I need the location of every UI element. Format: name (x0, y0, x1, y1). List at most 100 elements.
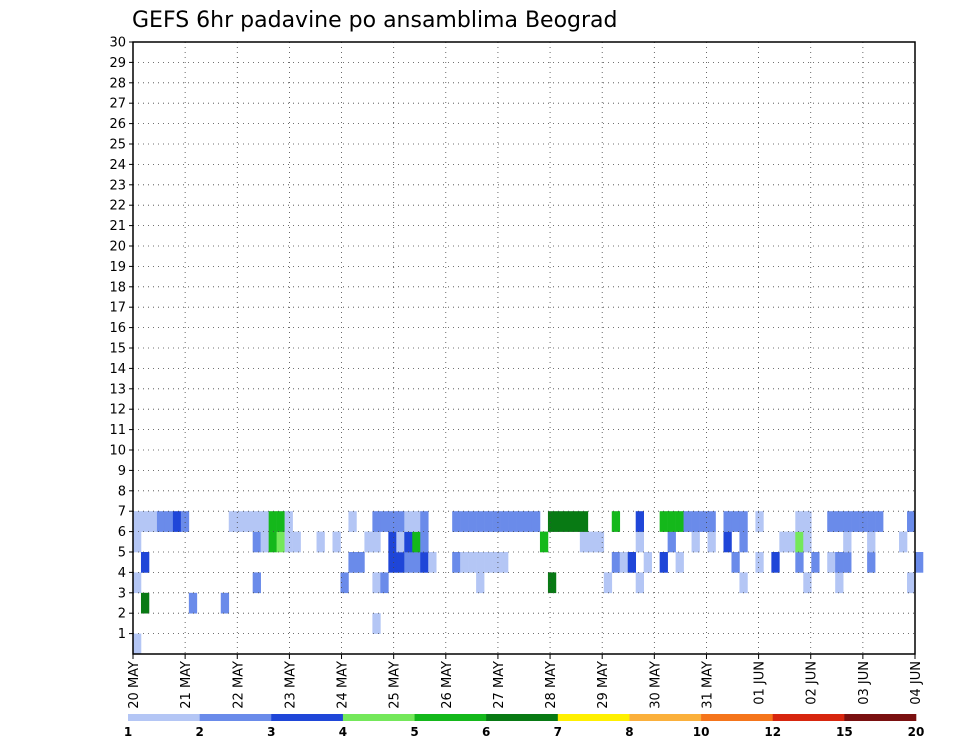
heatmap-cell (731, 552, 740, 573)
colorbar-label: 2 (195, 725, 203, 739)
heatmap-cell (380, 511, 389, 532)
heatmap-cell (683, 511, 692, 532)
colorbar-label: 6 (482, 725, 490, 739)
heatmap-cell (675, 552, 684, 573)
heatmap-cell (516, 511, 525, 532)
heatmap-cell (803, 531, 812, 553)
x-tick-label: 03 JUN (857, 661, 872, 705)
heatmap-cell (404, 531, 413, 553)
heatmap-cell (619, 552, 629, 573)
heatmap-cell (372, 613, 381, 634)
heatmap-cell (340, 572, 349, 594)
heatmap-cell (284, 511, 293, 532)
y-tick-label: 3 (118, 586, 126, 601)
colorbar-swatch (772, 714, 845, 721)
x-tick-label: 21 MAY (179, 661, 194, 709)
heatmap-cell (707, 531, 716, 553)
heatmap-cell (388, 511, 397, 532)
heatmap-cell (571, 511, 581, 532)
heatmap-cell (372, 531, 381, 553)
heatmap-cell (611, 552, 621, 573)
heatmap-cell (492, 552, 501, 573)
y-tick-label: 9 (118, 464, 126, 479)
y-tick-label: 30 (109, 36, 126, 51)
chart-title: GEFS 6hr padavine po ansamblima Beograd (132, 8, 618, 33)
heatmap-cell (332, 531, 341, 553)
heatmap-cell (276, 531, 285, 553)
y-tick-label: 12 (109, 403, 126, 418)
heatmap-cell (691, 531, 700, 553)
x-tick-label: 23 MAY (283, 661, 298, 709)
colorbar-label: 1 (124, 725, 132, 739)
heatmap-cell (428, 552, 437, 573)
heatmap-cell (827, 552, 836, 573)
heatmap-cell (412, 511, 421, 532)
heatmap-cell (867, 552, 876, 573)
heatmap-cell (667, 511, 676, 532)
heatmap-cell (579, 511, 589, 532)
heatmap-cell (348, 511, 357, 532)
y-tick-label: 14 (109, 362, 126, 377)
heatmap-cell (795, 511, 804, 532)
x-tick-label: 02 JUN (805, 661, 820, 705)
heatmap-cell (420, 531, 429, 553)
heatmap-cell (827, 511, 836, 532)
x-tick-label: 27 MAY (492, 661, 507, 709)
heatmap-cell (699, 511, 708, 532)
heatmap-cell (731, 511, 740, 532)
heatmap-cell (835, 572, 844, 594)
y-tick-label: 6 (118, 525, 126, 540)
heatmap-cell (835, 552, 844, 573)
heatmap-cell (843, 531, 852, 553)
heatmap-cell (867, 531, 876, 553)
heatmap-cell (484, 511, 493, 532)
y-tick-label: 13 (109, 382, 126, 397)
colorbar-legend: 1 2 3 4 5 6 7 8 10 12 15 20 (124, 714, 924, 739)
colorbar-label: 10 (693, 725, 710, 739)
y-tick-label: 22 (109, 199, 126, 214)
y-tick-label: 25 (109, 138, 126, 153)
x-tick-label: 31 MAY (700, 661, 715, 709)
heatmap-cell (539, 531, 549, 553)
heatmap-cell (875, 511, 884, 532)
heatmap-cell (484, 552, 493, 573)
heatmap-cell (779, 531, 788, 553)
heatmap-cell (635, 572, 644, 594)
heatmap-cell (364, 531, 373, 553)
heatmap-cell (372, 572, 381, 594)
heatmap-cell (579, 531, 589, 553)
heatmap-cell (380, 572, 389, 594)
heatmap-cell (508, 511, 517, 532)
x-tick-label: 20 MAY (127, 661, 142, 709)
heatmap-cell (739, 572, 748, 594)
heatmap-cell (372, 511, 381, 532)
colorbar-label: 3 (267, 725, 275, 739)
heatmap-cell (667, 531, 676, 553)
heatmap-cell (707, 511, 716, 532)
heatmap-cell (547, 511, 557, 532)
heatmap-cell (420, 511, 429, 532)
y-tick-label: 21 (109, 219, 126, 234)
y-tick-label: 20 (109, 240, 126, 255)
colorbar-swatch (701, 714, 774, 721)
heatmap-cell (907, 511, 916, 532)
heatmap-cell (460, 511, 469, 532)
x-tick-label: 24 MAY (336, 661, 351, 709)
heatmap-cell (396, 552, 405, 573)
heatmap-cell (268, 511, 277, 532)
heatmap-cell (133, 633, 142, 655)
x-tick-label: 04 JUN (909, 661, 924, 705)
heatmap-cell (547, 572, 557, 594)
heatmap-cell (635, 511, 644, 532)
heatmap-cell (611, 511, 621, 532)
heatmap-cells (133, 511, 924, 655)
y-tick-label: 23 (109, 178, 126, 193)
heatmap-cell (460, 552, 469, 573)
heatmap-cell (803, 511, 812, 532)
y-tick-label: 16 (109, 321, 126, 336)
heatmap-cell (907, 572, 916, 594)
y-tick-label: 2 (118, 607, 126, 622)
heatmap-cell (691, 511, 700, 532)
heatmap-cell (164, 511, 174, 532)
heatmap-cell (156, 511, 166, 532)
